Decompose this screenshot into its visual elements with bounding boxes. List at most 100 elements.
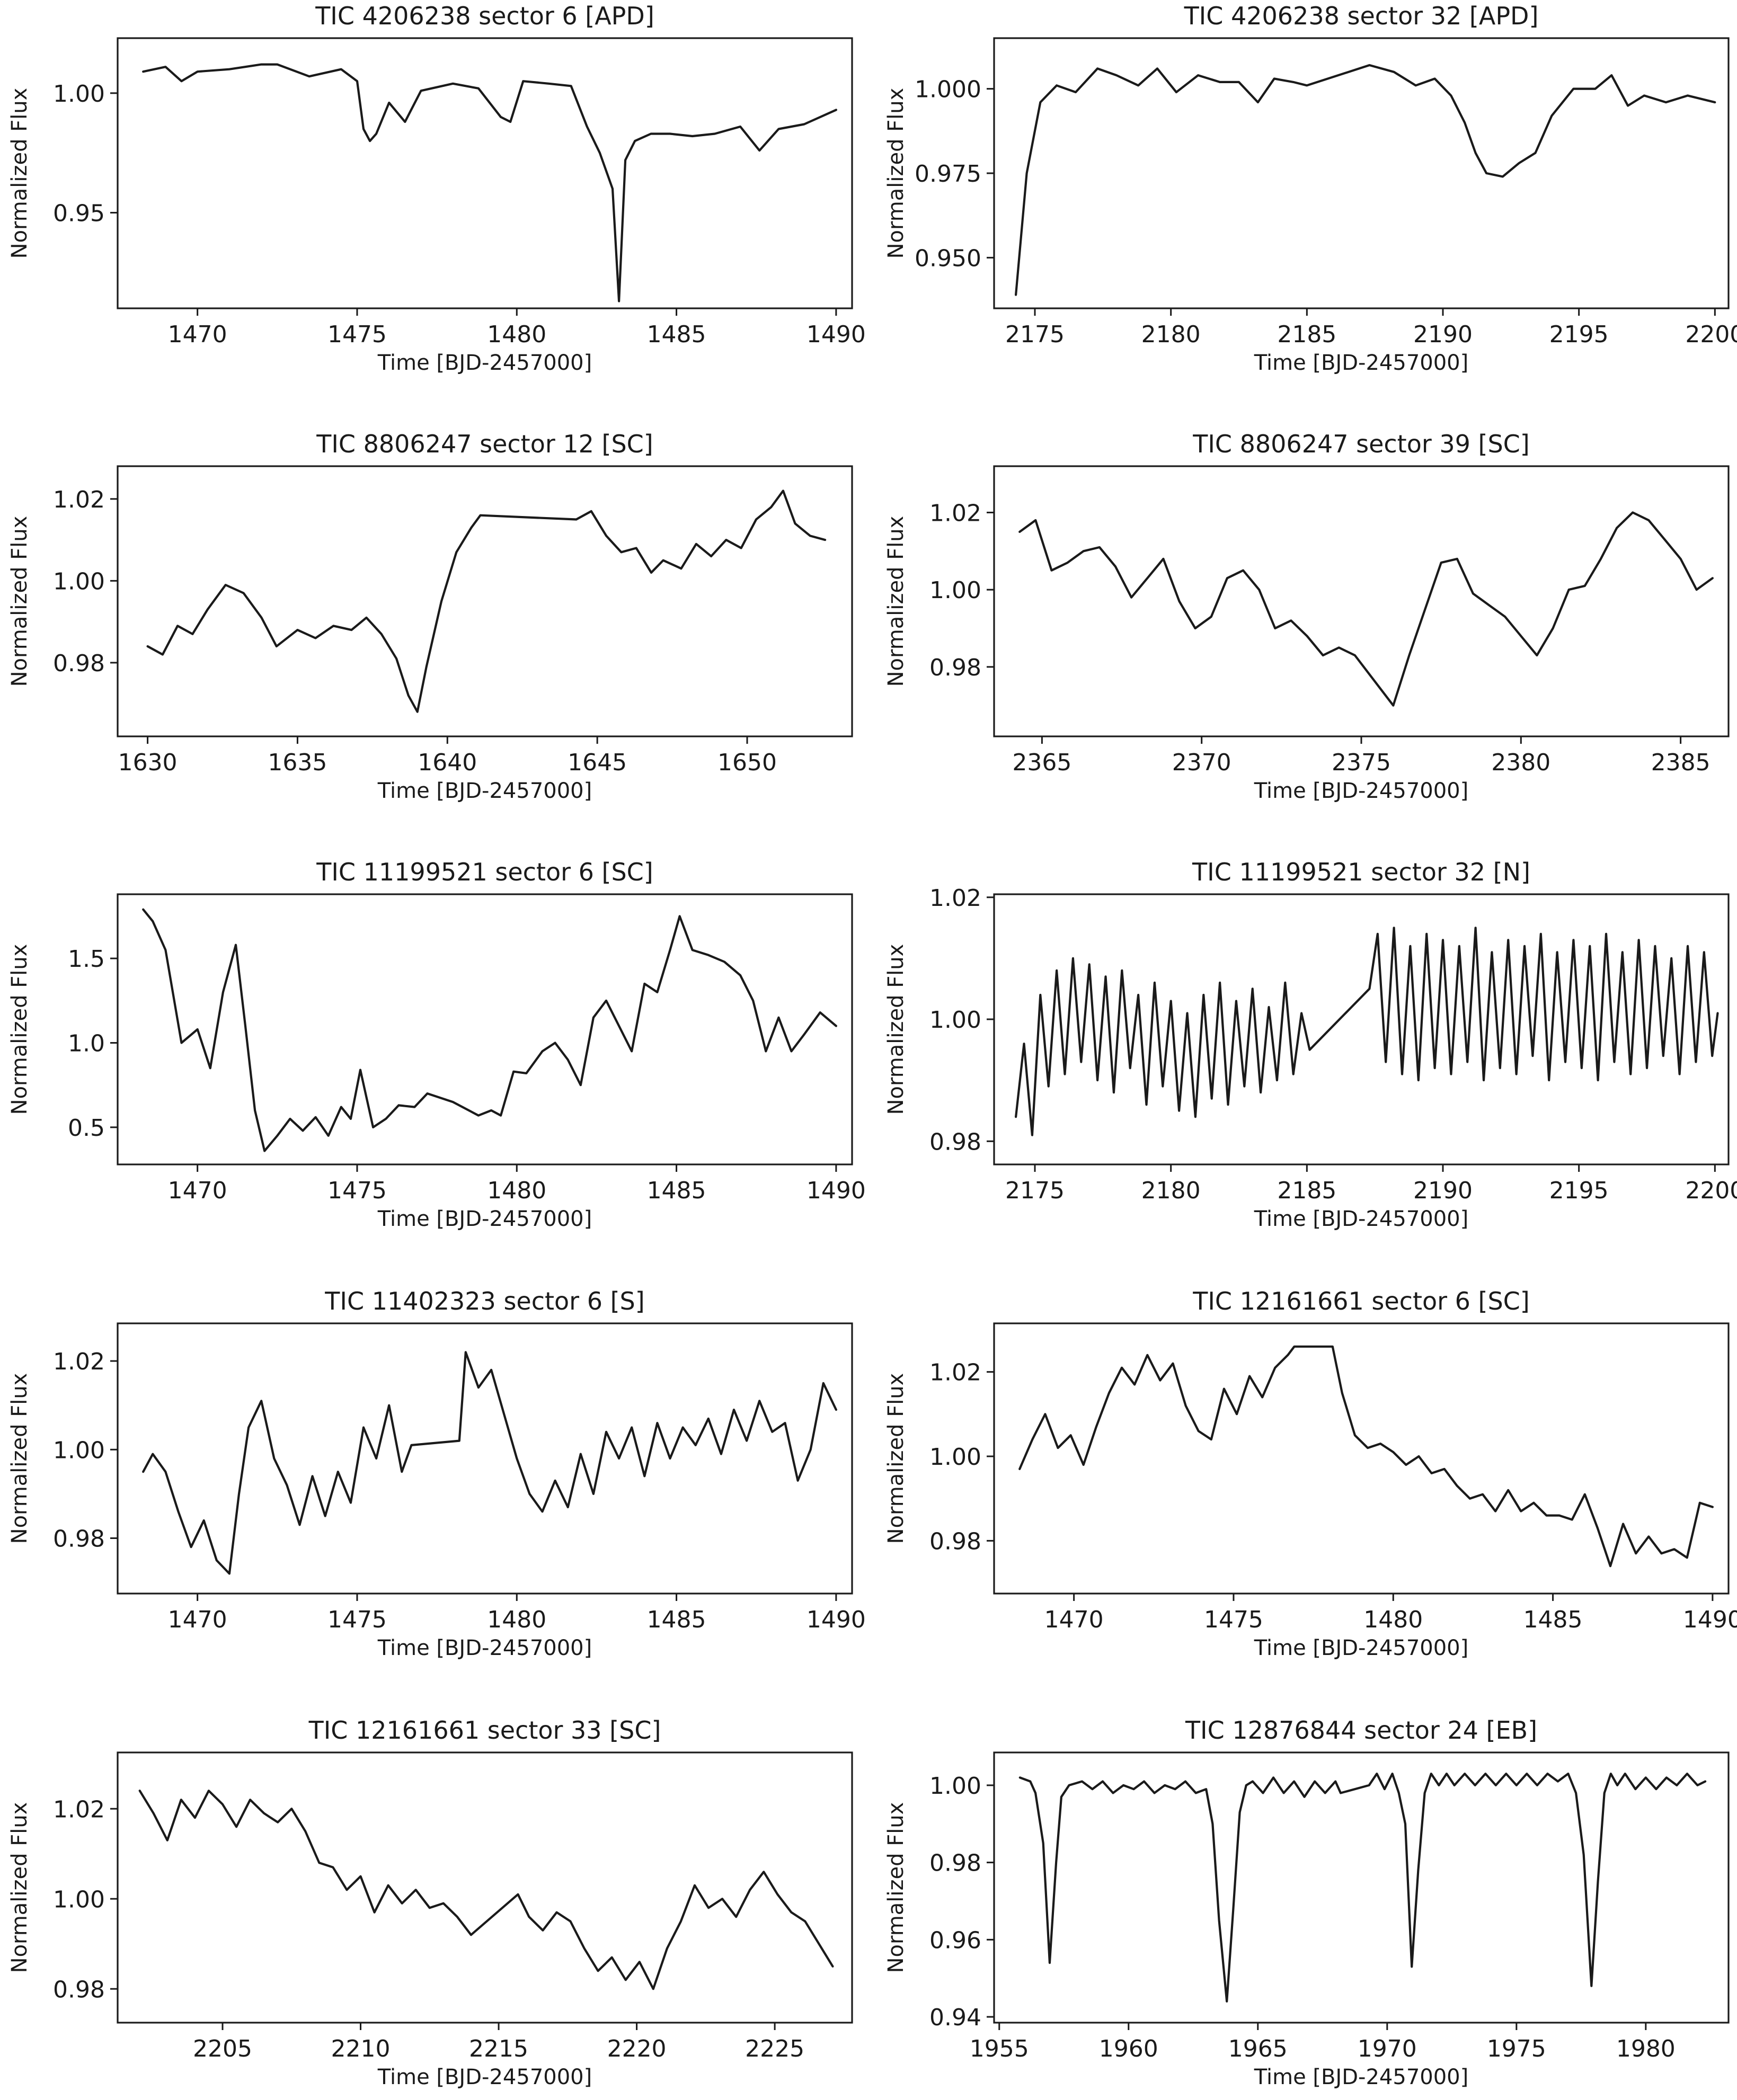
x-tick-label: 1650 xyxy=(717,749,777,776)
x-tick-label: 1470 xyxy=(168,1177,227,1204)
series-line xyxy=(1015,64,1716,296)
plot-frame xyxy=(993,893,1730,1165)
x-axis-label: Time [BJD-2457000] xyxy=(377,351,592,375)
chart-title: TIC 11402323 sector 6 [S] xyxy=(324,1287,644,1315)
x-tick-label: 2190 xyxy=(1413,321,1473,348)
plot-frame xyxy=(993,1322,1730,1595)
series-line xyxy=(142,908,837,1152)
y-axis-label: Normalized Flux xyxy=(884,88,908,259)
x-tick-label: 2380 xyxy=(1491,749,1550,776)
chart-title: TIC 8806247 sector 39 [SC] xyxy=(1192,430,1530,458)
x-tick-label: 2210 xyxy=(331,2035,391,2062)
plot-frame xyxy=(117,1751,853,2024)
x-axis-label: Time [BJD-2457000] xyxy=(1254,1636,1468,1660)
y-tick-label: 0.98 xyxy=(929,1528,981,1555)
x-tick-label: 2370 xyxy=(1172,749,1231,776)
plot-frame xyxy=(117,37,853,309)
chart-panel-8: TIC 12161661 sector 6 [SC] 1470 1475 1480 14… xyxy=(884,1287,1737,1660)
chart-panel-6: TIC 11199521 sector 32 [N] 2175 2180 2185 21… xyxy=(884,858,1737,1231)
y-tick-label: 0.98 xyxy=(53,1525,105,1552)
y-tick-label: 0.95 xyxy=(53,200,105,227)
chart-panel-7: TIC 11402323 sector 6 [S] 1470 1475 1480 148… xyxy=(7,1287,866,1660)
y-tick-label: 1.5 xyxy=(68,946,105,973)
series-line xyxy=(146,490,827,713)
x-axis-label: Time [BJD-2457000] xyxy=(377,1636,592,1660)
chart-panel-2: TIC 4206238 sector 32 [APD] 2175 2180 2185 2… xyxy=(884,2,1737,375)
x-axis-label: Time [BJD-2457000] xyxy=(1254,2065,1468,2089)
y-tick-label: 1.00 xyxy=(929,577,981,604)
x-tick-label: 2180 xyxy=(1141,321,1201,348)
y-tick-label: 0.98 xyxy=(929,1850,981,1877)
chart-title: TIC 12876844 sector 24 [EB] xyxy=(1185,1716,1537,1745)
y-tick-label: 1.00 xyxy=(929,1444,981,1471)
plot-frame xyxy=(117,1322,853,1595)
y-axis-label: Normalized Flux xyxy=(7,944,32,1115)
y-tick-label: 1.02 xyxy=(929,500,981,527)
y-tick-label: 0.96 xyxy=(929,1927,981,1954)
chart-title: TIC 11199521 sector 32 [N] xyxy=(1192,858,1530,886)
x-tick-label: 1490 xyxy=(807,321,866,348)
x-tick-label: 1490 xyxy=(807,1606,866,1633)
x-axis-label: Time [BJD-2457000] xyxy=(377,1207,592,1231)
plot-frame xyxy=(993,37,1730,309)
y-tick-label: 1.00 xyxy=(53,1886,105,1913)
chart-title: TIC 11199521 sector 6 [SC] xyxy=(316,858,653,886)
x-tick-label: 1475 xyxy=(327,1606,387,1633)
x-tick-label: 2215 xyxy=(469,2035,528,2062)
chart-title: TIC 12161661 sector 33 [SC] xyxy=(308,1716,661,1745)
x-tick-label: 1970 xyxy=(1358,2035,1417,2062)
chart-panel-9: TIC 12161661 sector 33 [SC] 2205 2210 2215 2… xyxy=(7,1716,853,2089)
x-tick-label: 1490 xyxy=(807,1177,866,1204)
x-tick-label: 1640 xyxy=(418,749,477,776)
y-axis-label: Normalized Flux xyxy=(884,1373,908,1544)
x-tick-label: 1470 xyxy=(168,1606,227,1633)
x-axis-label: Time [BJD-2457000] xyxy=(1254,351,1468,375)
plot-frame xyxy=(993,465,1730,737)
x-tick-label: 1960 xyxy=(1099,2035,1158,2062)
x-tick-label: 1630 xyxy=(118,749,178,776)
x-tick-label: 1470 xyxy=(1044,1606,1104,1633)
y-tick-label: 1.000 xyxy=(915,76,981,103)
y-tick-label: 1.0 xyxy=(68,1030,105,1057)
series-line xyxy=(1018,1773,1707,2003)
y-axis-label: Normalized Flux xyxy=(7,88,32,259)
x-tick-label: 1475 xyxy=(327,321,387,348)
x-tick-label: 2175 xyxy=(1005,1177,1065,1204)
chart-panel-10: TIC 12876844 sector 24 [EB] 1955 1960 1965 1… xyxy=(884,1716,1730,2089)
y-axis-label: Normalized Flux xyxy=(884,944,908,1115)
x-tick-label: 2195 xyxy=(1549,1177,1609,1204)
series-line xyxy=(138,1790,834,1990)
y-tick-label: 1.00 xyxy=(53,1437,105,1464)
y-tick-label: 1.02 xyxy=(53,486,105,513)
x-tick-label: 1480 xyxy=(487,1177,546,1204)
x-axis-label: Time [BJD-2457000] xyxy=(377,2065,592,2089)
x-tick-label: 1475 xyxy=(327,1177,387,1204)
x-tick-label: 1485 xyxy=(647,1606,706,1633)
chart-panel-1: TIC 4206238 sector 6 [APD] 1470 1475 1480 14… xyxy=(7,2,866,375)
x-tick-label: 2190 xyxy=(1413,1177,1473,1204)
plot-frame xyxy=(993,1751,1730,2024)
chart-panel-3: TIC 8806247 sector 12 [SC] 1630 1635 1640 16… xyxy=(7,430,853,803)
y-axis-label: Normalized Flux xyxy=(7,516,32,687)
y-tick-label: 1.00 xyxy=(929,1007,981,1034)
x-tick-label: 1980 xyxy=(1616,2035,1676,2062)
y-tick-label: 0.5 xyxy=(68,1115,105,1142)
chart-title: TIC 4206238 sector 32 [APD] xyxy=(1184,2,1539,30)
chart-title: TIC 4206238 sector 6 [APD] xyxy=(315,2,654,30)
y-tick-label: 1.00 xyxy=(929,1773,981,1800)
x-tick-label: 2205 xyxy=(193,2035,252,2062)
y-axis-label: Normalized Flux xyxy=(884,516,908,687)
y-tick-label: 1.00 xyxy=(53,568,105,595)
y-axis-label: Normalized Flux xyxy=(7,1802,32,1973)
x-tick-label: 2195 xyxy=(1549,321,1609,348)
x-tick-label: 1475 xyxy=(1204,1606,1263,1633)
x-tick-label: 1480 xyxy=(487,321,546,348)
series-line xyxy=(1018,511,1714,707)
x-tick-label: 1645 xyxy=(568,749,627,776)
series-line xyxy=(1015,927,1719,1136)
series-line xyxy=(142,1351,837,1575)
x-tick-label: 2180 xyxy=(1141,1177,1201,1204)
